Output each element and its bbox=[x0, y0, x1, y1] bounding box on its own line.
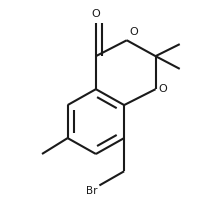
Text: Br: Br bbox=[86, 186, 98, 196]
Text: O: O bbox=[158, 84, 167, 94]
Text: O: O bbox=[92, 9, 100, 19]
Text: O: O bbox=[129, 27, 138, 37]
